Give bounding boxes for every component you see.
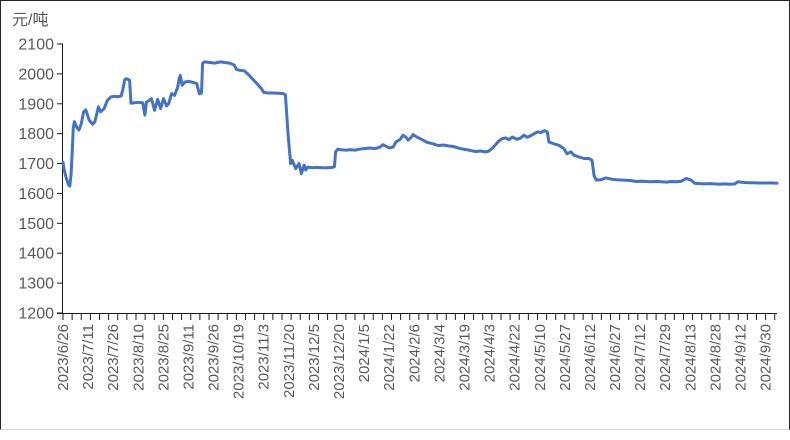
x-tick-label: 2024/5/27 [557, 324, 574, 391]
x-tick-label: 2023/7/26 [105, 324, 122, 391]
y-tick-label: 1400 [18, 246, 54, 263]
x-tick-label: 2023/12/20 [331, 324, 348, 399]
chart-frame: 元/吨 2100 2000 1900 1800 1700 1600 1500 1400 1300… [0, 0, 790, 430]
x-tick-label: 2024/7/12 [632, 324, 649, 391]
x-tick-label: 2023/6/26 [55, 324, 72, 391]
y-tick-label: 1600 [18, 186, 54, 203]
x-tick-label: 2023/11/20 [281, 324, 298, 398]
x-tick-label: 2023/9/11 [180, 324, 197, 390]
x-tick-label: 2024/3/19 [456, 324, 473, 391]
y-axis-unit-label: 元/吨 [12, 12, 49, 29]
y-tick-label: 1800 [18, 126, 54, 143]
price-line-chart: 2100 2000 1900 1800 1700 1600 1500 1400 1300 1200… [18, 37, 779, 399]
y-tick-label: 1700 [18, 156, 54, 173]
x-tick-label: 2024/2/6 [406, 324, 423, 382]
x-tick-label: 2024/6/12 [582, 324, 599, 391]
x-tick-label: 2023/8/25 [155, 324, 172, 391]
x-tick-label: 2023/10/19 [231, 324, 248, 399]
x-tick-label: 2023/11/3 [256, 324, 273, 390]
x-tick-label: 2024/4/22 [507, 324, 524, 391]
x-tick-label: 2024/8/28 [707, 324, 724, 391]
x-tick-label: 2023/12/5 [306, 324, 323, 391]
x-tick-label: 2023/7/11 [80, 324, 97, 390]
x-tick-label: 2023/8/10 [130, 324, 147, 391]
x-tick-label: 2024/4/3 [482, 324, 499, 382]
x-tick-label: 2024/9/12 [733, 324, 750, 391]
y-tick-label: 2000 [18, 66, 54, 83]
price-series-line [61, 60, 779, 188]
x-tick-label: 2024/9/30 [758, 324, 775, 391]
y-tick-label: 1200 [18, 306, 54, 323]
x-tick-label: 2024/6/27 [607, 324, 624, 391]
x-tick-label: 2024/1/22 [381, 324, 398, 391]
y-tick-label: 2100 [18, 37, 54, 54]
x-tick-label: 2024/5/10 [532, 324, 549, 391]
x-tick-label: 2024/1/5 [356, 324, 373, 382]
y-tick-label: 1300 [18, 276, 54, 293]
x-tick-label: 2024/7/29 [657, 324, 674, 391]
x-tick-label: 2024/8/13 [682, 324, 699, 391]
x-tick-label: 2024/3/4 [431, 324, 448, 382]
y-tick-label: 1500 [18, 216, 54, 233]
y-tick-label: 1900 [18, 96, 54, 113]
x-tick-label: 2023/9/26 [206, 324, 223, 391]
